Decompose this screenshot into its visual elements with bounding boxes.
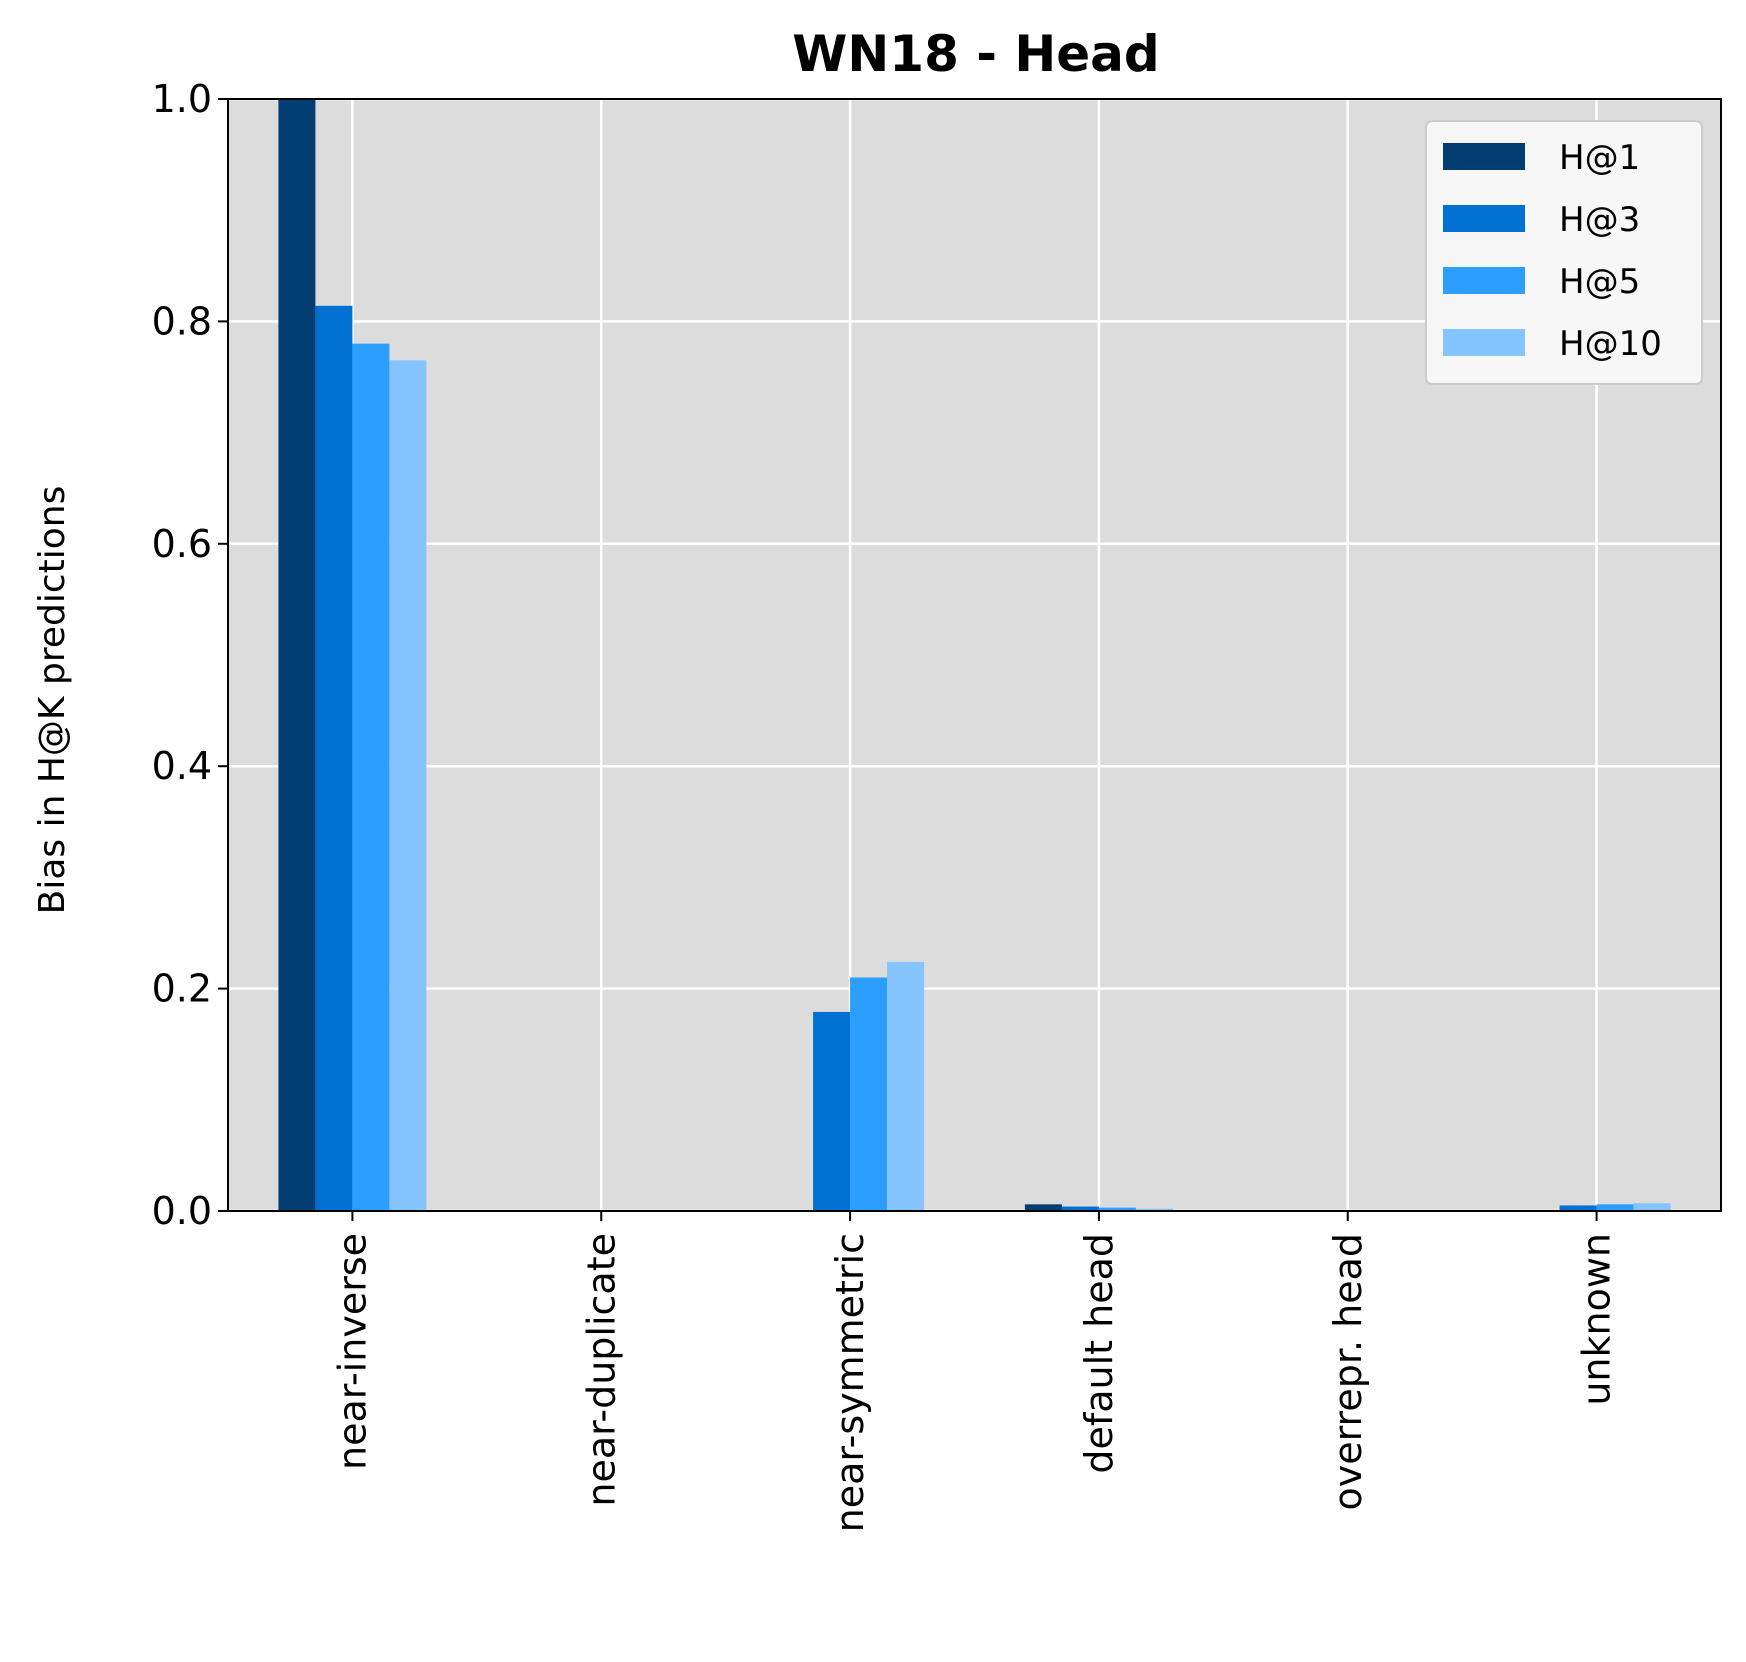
x-tick-label: overrepr. head	[1326, 1233, 1370, 1511]
x-tick-label: near-duplicate	[579, 1233, 623, 1507]
plot-frame	[227, 98, 1722, 1212]
legend: H@1 H@3 H@5 H@10	[1425, 120, 1703, 385]
legend-swatch	[1443, 143, 1525, 170]
chart-title: WN18 - Head	[792, 25, 1159, 83]
bar	[1135, 1208, 1173, 1211]
x-tick-label: unknown	[1575, 1233, 1619, 1406]
bar	[887, 961, 925, 1211]
y-tick-label: 0.4	[152, 744, 212, 788]
legend-swatch	[1443, 205, 1525, 232]
bar	[1024, 1204, 1062, 1211]
y-tick-label: 1.0	[152, 77, 212, 121]
legend-swatch	[1443, 329, 1525, 356]
y-tick-label: 0.6	[152, 522, 212, 566]
y-tick-label: 0.8	[152, 299, 212, 343]
legend-label: H@1	[1559, 138, 1640, 178]
legend-label: H@5	[1559, 262, 1640, 302]
bar	[850, 977, 888, 1211]
legend-box	[1425, 120, 1703, 385]
bar	[278, 99, 316, 1211]
bar	[813, 1011, 851, 1211]
x-tick-label: default head	[1077, 1233, 1121, 1474]
bar	[1061, 1206, 1099, 1211]
bar	[1559, 1205, 1597, 1211]
y-axis-label: Bias in H@K predictions	[32, 486, 73, 915]
x-tick-label: near-symmetric	[828, 1233, 872, 1532]
legend-label: H@10	[1559, 324, 1662, 364]
x-tick-label: near-inverse	[330, 1233, 374, 1470]
bar	[315, 305, 353, 1211]
legend-label: H@3	[1559, 200, 1640, 240]
bar	[1098, 1207, 1136, 1211]
bar	[1596, 1204, 1634, 1211]
plot-area: 0.0 0.2 0.4 0.6 0.8 1.0 near-inverse near-dupli…	[152, 77, 1722, 1532]
y-tick-label: 0.2	[152, 967, 212, 1011]
bar	[1633, 1203, 1671, 1211]
bar	[352, 343, 390, 1211]
bar	[389, 360, 427, 1211]
y-tick-label: 0.0	[152, 1189, 212, 1233]
legend-swatch	[1443, 267, 1525, 294]
